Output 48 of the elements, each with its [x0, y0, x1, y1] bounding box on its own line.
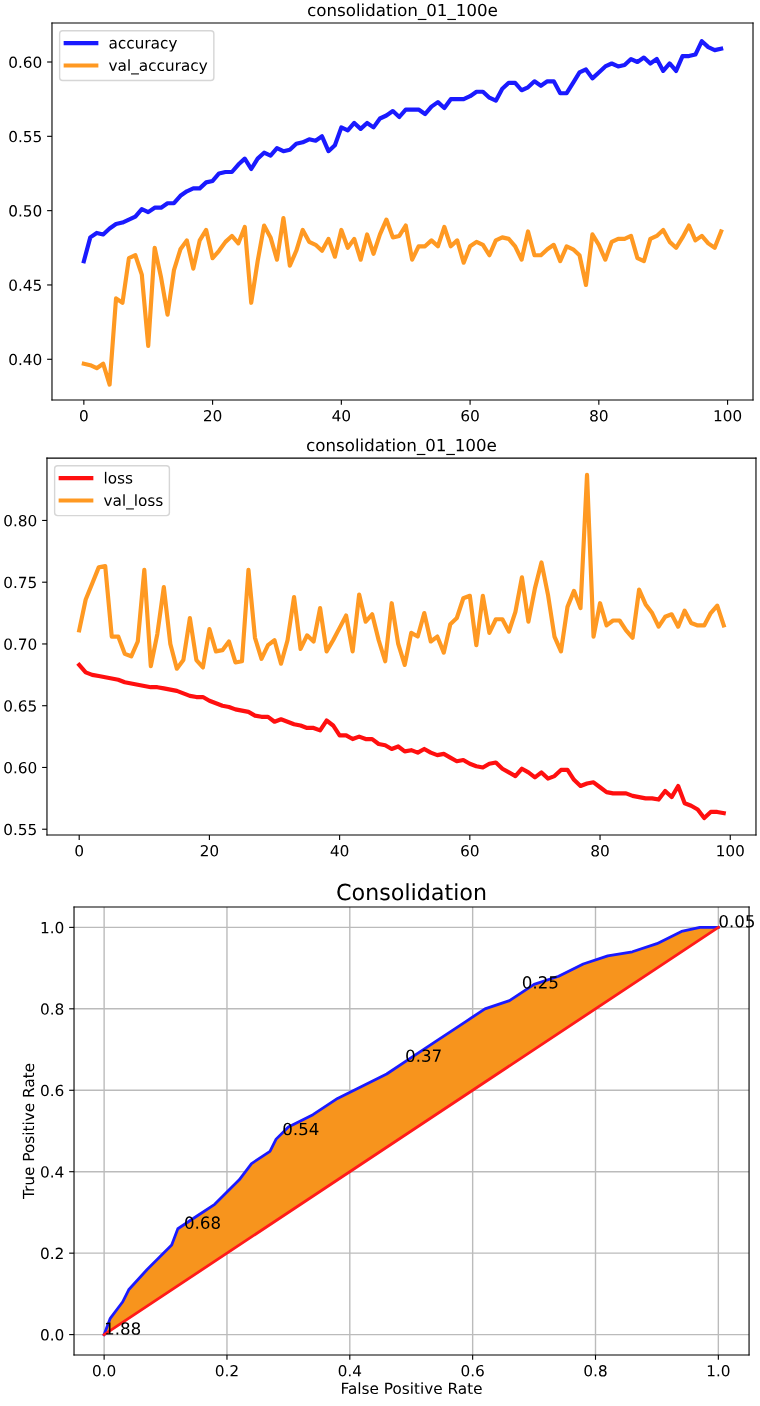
y-tick-label: 0.6 — [41, 1084, 64, 1097]
x-tick-label: 80 — [590, 410, 608, 422]
x-tick-label: 20 — [200, 845, 219, 857]
y-tick-label: 0.60 — [9, 56, 42, 69]
legend-label: accuracy — [109, 39, 177, 52]
y-tick-label: 0.40 — [9, 353, 42, 366]
y-tick-label: 0.60 — [4, 761, 37, 774]
legend-label: loss — [104, 471, 133, 484]
y-tick-label: 1.0 — [41, 921, 64, 934]
x-tick-label: 40 — [332, 410, 351, 422]
x-tick-label: 40 — [330, 845, 349, 857]
x-tick-label: 60 — [461, 410, 479, 422]
line-series — [81, 39, 724, 264]
line-series — [81, 215, 724, 387]
y-tick-label: 0.55 — [4, 823, 36, 836]
y-tick-label: 0.80 — [4, 514, 37, 527]
chart-title: consolidation_01_100e — [307, 438, 496, 456]
legend-label: val_accuracy — [108, 59, 208, 75]
y-tick-label: 0.75 — [4, 576, 36, 589]
y-tick-label: 0.45 — [9, 279, 41, 291]
x-axis-title: False Positive Rate — [342, 1382, 482, 1395]
x-tick-label: 100 — [714, 410, 742, 422]
chart-title: consolidation_01_100e — [308, 3, 497, 21]
x-tick-label: 60 — [461, 845, 479, 857]
x-tick-label: 20 — [203, 410, 222, 422]
x-tick-label: 0.2 — [215, 1364, 238, 1377]
y-tick-label: 0.55 — [9, 130, 41, 143]
y-tick-label: 0.70 — [4, 638, 37, 650]
chart-title: Consolidation — [337, 883, 486, 901]
y-tick-label: 0.0 — [41, 1329, 64, 1341]
x-tick-label: 80 — [591, 845, 609, 857]
x-tick-label: 1.0 — [707, 1364, 730, 1377]
y-tick-label: 0.2 — [41, 1247, 63, 1260]
y-tick-label: 0.65 — [4, 700, 36, 712]
x-tick-label: 100 — [717, 845, 744, 857]
x-tick-label: 0.4 — [338, 1364, 362, 1377]
y-axis-title: True Positive Rate — [22, 1063, 35, 1200]
x-tick-label: 0.8 — [584, 1364, 607, 1377]
line-series — [77, 662, 726, 821]
x-tick-label: 0.6 — [461, 1364, 484, 1377]
legend-label: val_loss — [103, 494, 163, 510]
line-series — [77, 472, 726, 671]
x-tick-label: 0 — [75, 845, 84, 857]
y-tick-label: 0.4 — [41, 1166, 64, 1178]
y-tick-label: 0.8 — [41, 1003, 64, 1015]
y-tick-label: 0.50 — [9, 205, 42, 217]
x-tick-label: 0 — [80, 410, 88, 422]
x-tick-label: 0.0 — [92, 1364, 116, 1377]
